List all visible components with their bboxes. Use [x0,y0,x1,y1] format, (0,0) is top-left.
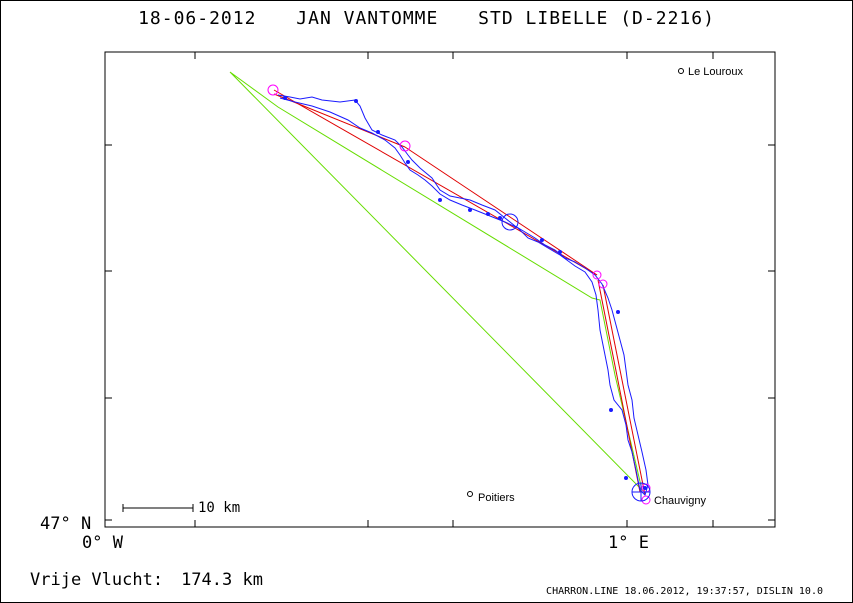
turnpoints [267,84,651,505]
scale-bar-label: 10 km [198,500,241,516]
poitiers-label: Poitiers [478,492,515,504]
flight-date: 18-06-2012 [138,8,257,29]
scale-bar [122,504,194,512]
footer-info: CHARRON.LINE 18.06.2012, 19:37:57, DISLI… [546,586,823,597]
pilot-name: JAN VANTOMME [296,8,439,29]
thermal-circle [501,213,519,231]
le-louroux-label: Le Louroux [688,66,744,78]
longitude-right-label: 1° E [608,533,649,553]
longitude-left-label: 0° W [82,533,123,553]
track-dots [283,96,647,490]
flight-track [277,94,649,496]
distance-summary: Vrije Vlucht: 174.3 km [30,570,263,590]
le-louroux-marker [678,68,684,74]
free-flight-line [229,71,643,492]
chauvigny-label: Chauvigny [654,495,706,507]
flight-title: 18-06-2012 JAN VANTOMME STD LIBELLE (D-2… [0,8,853,29]
task-legs [273,89,646,496]
poitiers-marker [467,491,473,497]
distance-value: 174.3 km [181,570,263,590]
latitude-label: 47° N [40,514,92,534]
distance-label: Vrije Vlucht: [30,570,164,590]
glider-name: STD LIBELLE (D-2216) [478,8,715,29]
axis-ticks [105,52,775,527]
map-border [104,51,776,528]
